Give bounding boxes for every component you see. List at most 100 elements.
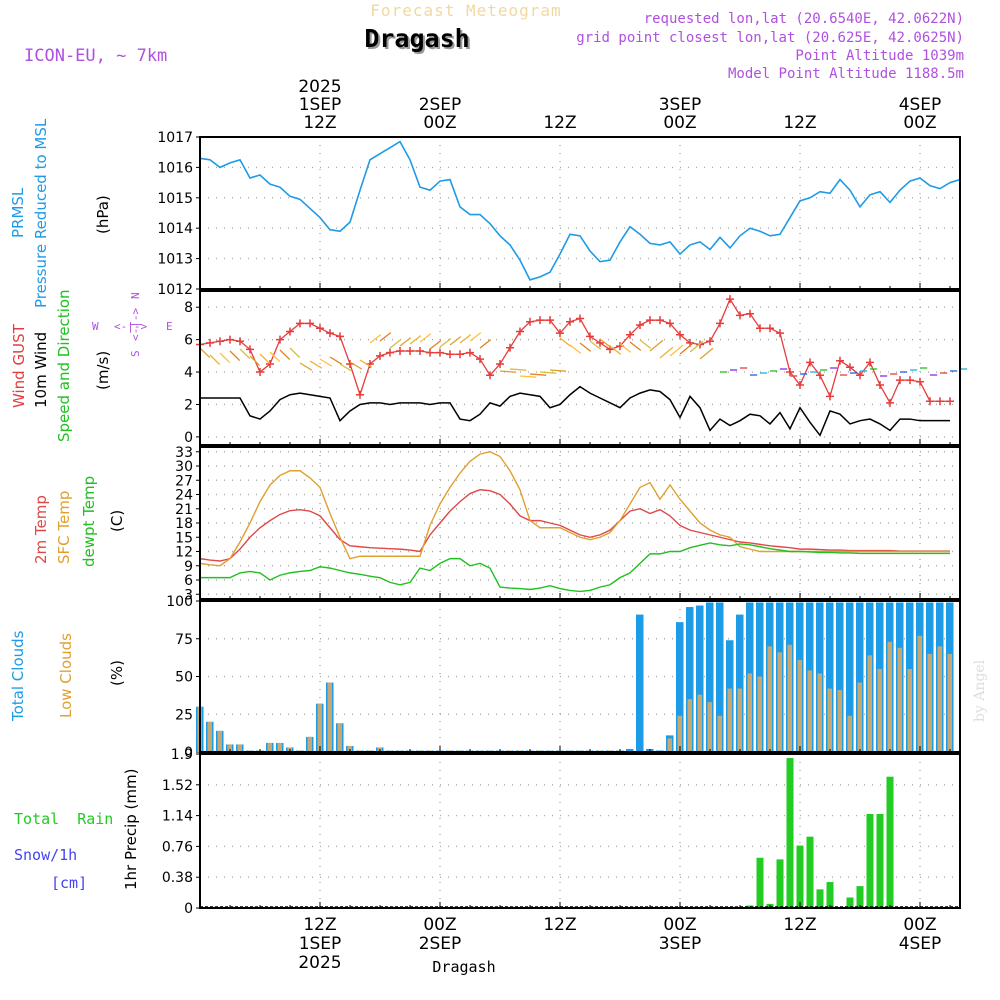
wind-arrow xyxy=(429,340,442,350)
low-cloud-bar xyxy=(907,668,912,752)
rain-bar xyxy=(776,859,784,908)
snow-unit: [cm] xyxy=(51,874,87,892)
low-cloud-bar xyxy=(707,702,712,752)
wind-arrow xyxy=(549,369,567,372)
gust-marker xyxy=(676,330,684,339)
time-label: 12Z xyxy=(303,113,336,133)
low-cloud-bar xyxy=(737,688,742,752)
y-tick-label: 8 xyxy=(184,300,193,316)
gust-marker xyxy=(326,329,334,338)
gust-marker xyxy=(836,356,844,365)
gust-marker xyxy=(556,329,564,338)
wind-arrow xyxy=(619,343,632,353)
low-cloud-bar xyxy=(817,673,822,752)
clouds-unit: (%) xyxy=(108,660,126,686)
time-label: 12Z xyxy=(783,113,816,133)
gust-marker xyxy=(586,332,594,341)
precip-unit: 1hr Precip (mm) xyxy=(122,769,140,890)
time-label: 4SEP xyxy=(899,934,942,954)
rain-bar xyxy=(846,897,854,908)
gust-marker xyxy=(846,363,854,372)
wind-arrow xyxy=(249,355,261,367)
y-tick-label: 1013 xyxy=(157,252,193,268)
temperature-frame xyxy=(199,446,961,600)
gust-marker xyxy=(466,348,474,357)
low-cloud-bar xyxy=(947,653,952,752)
total-cloud-bar xyxy=(836,602,844,752)
low-cloud-bar xyxy=(797,659,802,752)
wind-arrow xyxy=(569,344,582,354)
rain-bar xyxy=(816,889,824,908)
wind-arrow xyxy=(349,361,363,370)
gust-marker xyxy=(236,337,244,346)
low-cloud-bar xyxy=(767,646,772,752)
wind-arrow xyxy=(199,347,211,359)
rain-bar xyxy=(796,845,804,908)
wind-arrow xyxy=(459,334,472,344)
temp-sfc-label: SFC Temp xyxy=(55,491,73,564)
time-label: 2SEP xyxy=(419,95,462,115)
wind-arrow xyxy=(269,351,281,363)
y-tick-label: 6 xyxy=(184,333,193,349)
y-tick-label: 3 xyxy=(184,587,193,603)
clouds-frame xyxy=(199,600,961,753)
low-cloud-bar xyxy=(337,723,342,752)
wind-frame xyxy=(199,290,961,446)
pressure-panel: 1012 1013 1014 1015 1016 1017 xyxy=(157,130,960,298)
low-cloud-bar xyxy=(857,682,862,752)
low-cloud-bar xyxy=(917,635,922,752)
gust-marker xyxy=(796,381,804,390)
time-label: 00Z xyxy=(423,113,456,133)
wind-arrow xyxy=(639,339,652,349)
gust-marker xyxy=(356,390,364,399)
wind-arrow xyxy=(579,342,592,352)
gust-marker xyxy=(206,338,214,347)
y-tick-label: 30 xyxy=(175,459,193,475)
gust-marker xyxy=(916,377,924,386)
wind-arrow xyxy=(439,338,452,348)
gust-markers xyxy=(196,295,954,407)
wind-arrow xyxy=(399,337,412,347)
low-cloud-bar xyxy=(717,715,722,752)
gust-marker xyxy=(636,321,644,330)
gust-marker xyxy=(496,359,504,368)
wind-arrow xyxy=(279,349,291,361)
gust-marker xyxy=(706,337,714,346)
gust-marker xyxy=(726,295,734,304)
y-tick-label: 2 xyxy=(184,397,193,413)
wind-unit: (m/s) xyxy=(94,351,112,390)
low-cloud-bar xyxy=(867,655,872,752)
wind-arrow xyxy=(219,352,231,364)
y-tick-label: 1012 xyxy=(157,282,193,298)
wind-arrow xyxy=(649,339,664,352)
wind-10m-label: 10m Wind xyxy=(32,332,50,408)
gust-marker xyxy=(886,398,894,407)
gust-marker xyxy=(806,358,814,367)
grid-point-coords: grid point closest lon,lat (20.625E, 42.… xyxy=(576,30,964,46)
low-cloud-bar xyxy=(267,742,272,752)
pressure-unit: (hPa) xyxy=(94,195,112,234)
model-altitude: Model Point Altitude 1188.5m xyxy=(728,66,964,82)
low-cloud-bar xyxy=(827,688,832,752)
gust-marker xyxy=(266,359,274,368)
wind-arrow xyxy=(329,356,343,365)
gust-marker xyxy=(446,350,454,359)
bottom-station-label: Dragash xyxy=(432,958,495,976)
wind-arrow xyxy=(599,338,612,348)
temp-2m-label: 2m Temp xyxy=(32,495,50,564)
total-cloud-bar xyxy=(846,602,854,752)
model-name: ICON-EU, ~ 7km xyxy=(24,46,167,66)
y-tick-label: 50 xyxy=(175,670,193,686)
gust-marker xyxy=(276,335,284,344)
rain-bar xyxy=(806,836,814,908)
gust-marker xyxy=(286,327,294,336)
wind-arrow xyxy=(559,337,572,347)
low-clouds-label: Low Clouds xyxy=(57,633,75,718)
gust-marker xyxy=(876,381,884,390)
time-label: 00Z xyxy=(903,113,936,133)
wind-arrow xyxy=(209,354,221,366)
time-label: 00Z xyxy=(663,915,696,935)
compass-arrow: <-|-> xyxy=(129,308,142,341)
